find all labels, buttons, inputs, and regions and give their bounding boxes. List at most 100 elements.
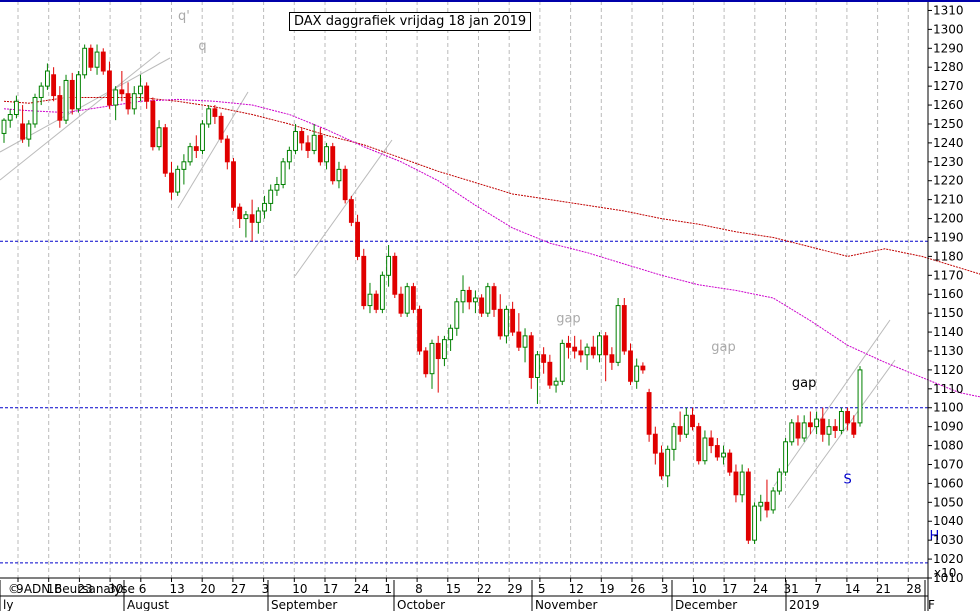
y-tick-label: 1130 [933,344,964,358]
ma-short-line [3,98,980,398]
candle [807,411,813,435]
candle [578,339,584,363]
candle [193,135,199,159]
candle-body [150,100,156,148]
candle [615,298,621,367]
candle-body [783,441,788,473]
x-tick-label: 14 [845,582,860,596]
x-tick-label: 1 [384,582,392,596]
y-tick-label: 1240 [933,136,964,150]
candle-body [379,274,385,310]
candle [584,343,590,370]
x-tick-label: 28 [906,582,921,596]
candle-body [262,202,267,212]
candle [683,407,689,439]
candle [857,366,863,427]
annotation-label: gap [711,340,735,355]
candle-body [851,422,857,435]
x-tick-label: 8 [415,582,423,596]
candle [448,324,454,351]
candle-body [454,301,460,329]
candle-body [162,127,168,174]
x-tick-label: 27 [231,582,246,596]
candle [286,146,292,170]
candle-body [330,146,336,182]
candle [845,407,851,431]
y-tick-label: 1210 [933,193,964,207]
candle-body [547,361,553,386]
candle [541,347,547,374]
candle-body [683,414,689,435]
candle-body [324,146,329,163]
y-tick-label: 1080 [933,439,964,453]
candle [646,388,652,442]
candle-body [435,342,441,360]
candle [466,286,472,310]
candle-body [32,96,38,125]
y-tick-label: 1190 [933,230,964,244]
y-tick-label: 1220 [933,174,964,188]
candle [125,82,131,115]
chart-title: DAX daggrafiek vrijdag 18 jan 2019 [289,12,532,31]
candle-body [690,414,695,428]
candle [504,305,509,344]
x-tick-label: 10 [292,582,307,596]
candle [44,63,50,90]
candle [783,438,788,476]
candle-body [838,411,844,431]
candle [69,72,75,115]
month-label: September [271,598,337,611]
candle-body [504,308,509,337]
candle [801,415,807,442]
candle [162,123,168,177]
candle-body [280,161,286,186]
x-tick-label: 26 [630,582,645,596]
trend-channel-line [177,91,249,209]
candle [441,335,447,367]
x-tick-label: 19 [599,582,614,596]
candle-body [274,184,280,191]
candle [764,479,770,518]
y-tick-label: 1020 [933,552,964,566]
annotation-label: q' [178,9,190,24]
annotation-label: S [843,472,851,487]
candle [690,407,695,431]
candle [131,86,137,115]
candle [659,445,664,480]
x-tick-label: 20 [200,582,215,596]
candle-body [94,51,100,68]
x-tick-label: 24 [753,582,768,596]
candle [460,275,466,314]
candle [652,426,658,465]
candle [336,161,342,189]
candle-body [144,85,150,102]
y-tick-label: 1250 [933,117,964,131]
candle-body [857,369,863,424]
candle [330,142,336,185]
x-tick-label: 21 [876,582,891,596]
candle-body [206,108,212,125]
y-tick-label: 1010 [933,571,964,585]
candle [485,282,491,317]
x-tick-label: 10 [691,582,706,596]
candle-body [187,146,193,163]
y-tick-label: 1050 [933,495,964,509]
candle [727,449,733,476]
grid-layer [17,1,909,578]
candle [522,328,528,363]
candle-body [572,346,578,352]
candle [255,207,261,234]
candle [181,154,187,185]
x-tick-label: 17 [722,582,737,596]
y-tick-label: 1310 [933,3,964,17]
candle-body [510,308,516,333]
candles [1,44,863,544]
candle [776,468,782,495]
candle [491,282,497,317]
candle [76,70,81,113]
candle [262,195,267,219]
x-tick-label: 15 [446,582,461,596]
candle-body [497,308,503,337]
candle-body [355,221,360,257]
y-tick-label: 1160 [933,287,964,301]
